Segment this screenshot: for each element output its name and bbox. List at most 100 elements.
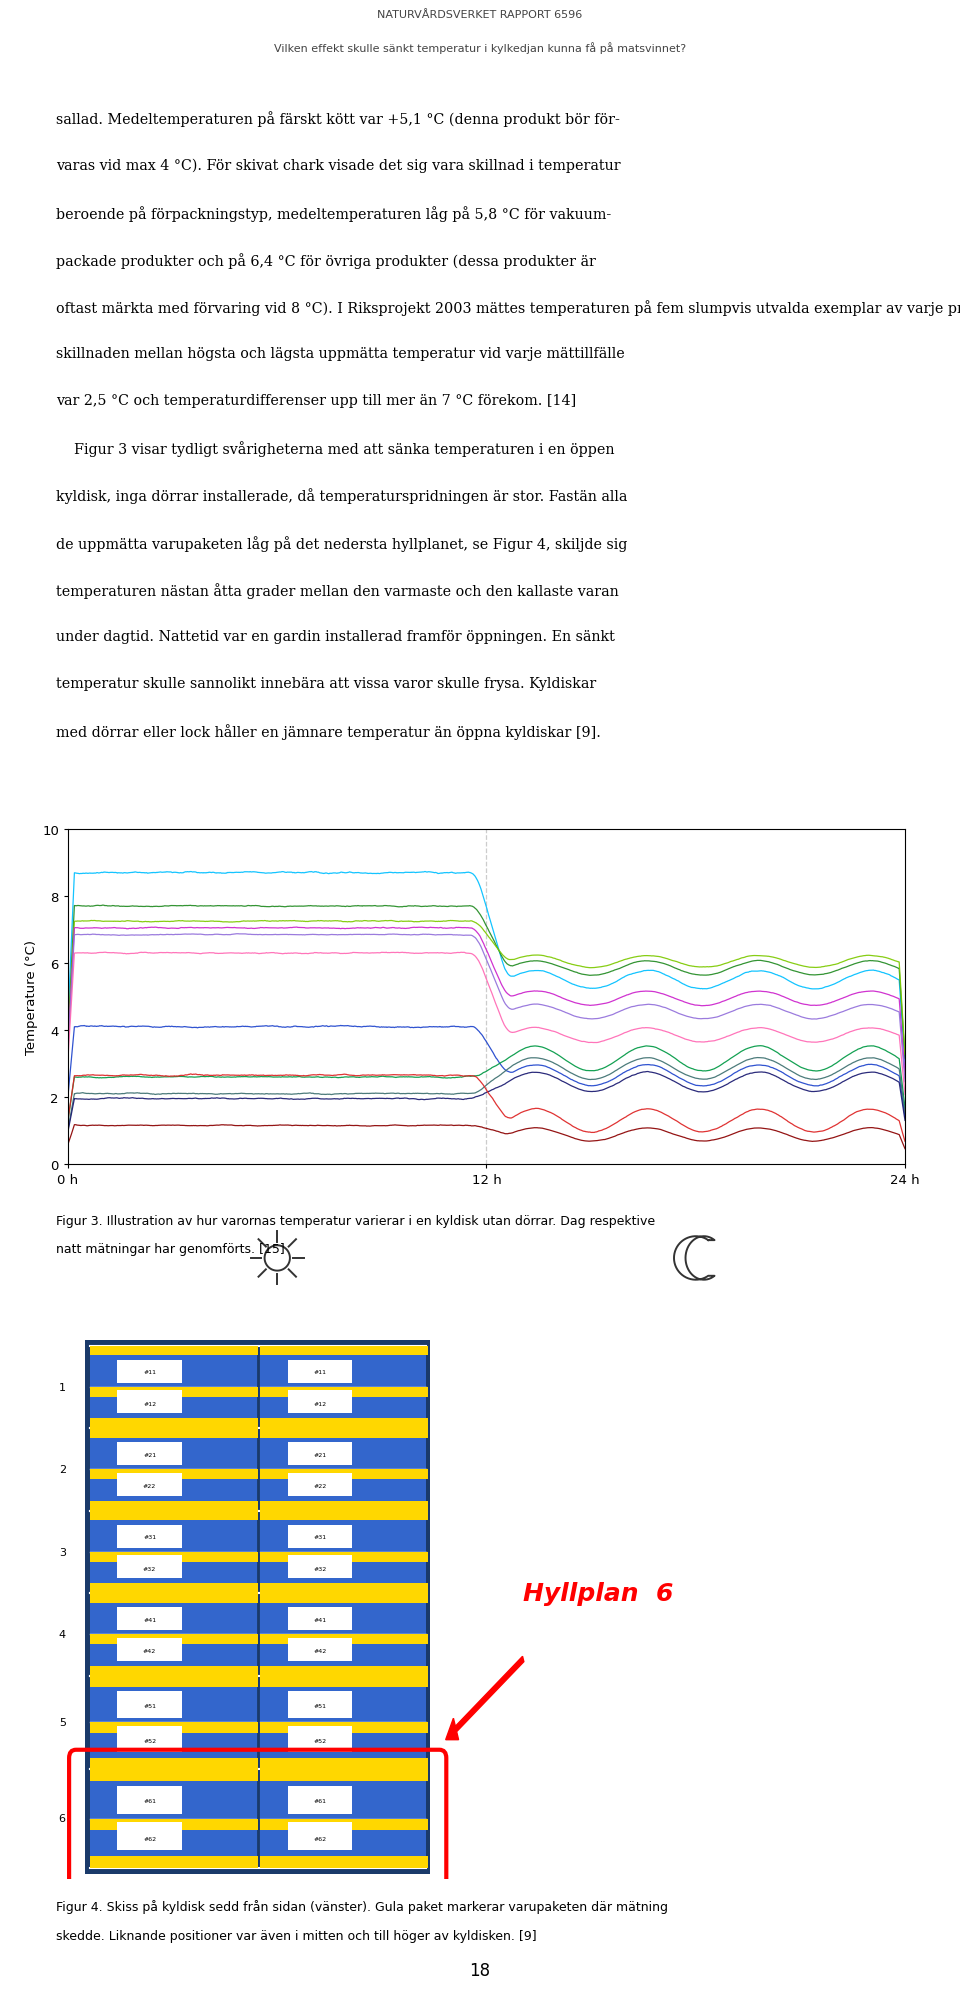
- Bar: [90, 1419, 257, 1429]
- Y-axis label: Temperature (°C): Temperature (°C): [25, 939, 38, 1055]
- Bar: [260, 1387, 428, 1397]
- Bar: [90, 1676, 425, 1768]
- Bar: [117, 1822, 181, 1850]
- Bar: [117, 1524, 181, 1548]
- Bar: [260, 1856, 428, 1868]
- Bar: [260, 1676, 428, 1686]
- Bar: [90, 1500, 257, 1510]
- Text: #42: #42: [143, 1648, 156, 1654]
- Bar: [117, 1606, 181, 1630]
- Text: #12: #12: [313, 1401, 326, 1407]
- Bar: [90, 1552, 257, 1562]
- Bar: [260, 1592, 428, 1602]
- Bar: [288, 1786, 352, 1814]
- Bar: [90, 1347, 425, 1868]
- Text: packade produkter och på 6,4 °C för övriga produkter (dessa produkter är: packade produkter och på 6,4 °C för övri…: [56, 254, 595, 268]
- Text: #31: #31: [313, 1534, 326, 1540]
- Text: sallad. Medeltemperaturen på färskt kött var +5,1 °C (denna produkt bör för-: sallad. Medeltemperaturen på färskt kött…: [56, 112, 619, 128]
- Bar: [90, 1768, 425, 1868]
- Bar: [260, 1818, 428, 1830]
- Bar: [260, 1469, 428, 1479]
- Text: 3: 3: [59, 1546, 65, 1556]
- Text: #11: #11: [143, 1371, 156, 1375]
- Bar: [90, 1387, 257, 1397]
- Bar: [117, 1361, 181, 1383]
- Bar: [90, 1510, 425, 1592]
- Text: #62: #62: [313, 1836, 326, 1840]
- Bar: [288, 1822, 352, 1850]
- Text: #52: #52: [313, 1738, 326, 1744]
- Bar: [260, 1634, 428, 1644]
- Bar: [260, 1758, 428, 1768]
- Bar: [90, 1856, 257, 1868]
- Text: #11: #11: [313, 1371, 326, 1375]
- Bar: [90, 1510, 257, 1520]
- Bar: [288, 1606, 352, 1630]
- Text: skedde. Liknande positioner var även i mitten och till höger av kyldisken. [9]: skedde. Liknande positioner var även i m…: [56, 1928, 537, 1942]
- Text: #32: #32: [313, 1566, 326, 1570]
- Text: temperatur skulle sannolikt innebära att vissa varor skulle frysa. Kyldiskar: temperatur skulle sannolikt innebära att…: [56, 677, 596, 691]
- Bar: [260, 1552, 428, 1562]
- Bar: [260, 1469, 428, 1479]
- Bar: [260, 1582, 428, 1592]
- Bar: [260, 1429, 428, 1439]
- Text: beroende på förpackningstyp, medeltemperaturen låg på 5,8 °C för vakuum-: beroende på förpackningstyp, medeltemper…: [56, 206, 611, 222]
- Text: Figur 3 visar tydligt svårigheterna med att sänka temperaturen i en öppen: Figur 3 visar tydligt svårigheterna med …: [56, 442, 614, 458]
- Text: #22: #22: [313, 1483, 326, 1489]
- Text: var 2,5 °C och temperaturdifferenser upp till mer än 7 °C förekom. [14]: var 2,5 °C och temperaturdifferenser upp…: [56, 394, 576, 408]
- Bar: [260, 1634, 428, 1644]
- Bar: [288, 1443, 352, 1465]
- Text: under dagtid. Nattetid var en gardin installerad framför öppningen. En sänkt: under dagtid. Nattetid var en gardin ins…: [56, 629, 614, 643]
- Bar: [288, 1638, 352, 1660]
- Bar: [90, 1666, 257, 1676]
- Bar: [117, 1692, 181, 1718]
- Text: NATURVÅRDSVERKET RAPPORT 6596: NATURVÅRDSVERKET RAPPORT 6596: [377, 10, 583, 20]
- Bar: [260, 1387, 428, 1397]
- Text: #22: #22: [143, 1483, 156, 1489]
- Text: #51: #51: [143, 1702, 156, 1708]
- Bar: [90, 1592, 257, 1602]
- Bar: [90, 1552, 257, 1562]
- Bar: [288, 1692, 352, 1718]
- Text: 4: 4: [59, 1630, 66, 1640]
- Bar: [260, 1666, 428, 1676]
- Text: #32: #32: [143, 1566, 156, 1570]
- Bar: [288, 1726, 352, 1752]
- Bar: [260, 1500, 428, 1510]
- Bar: [288, 1524, 352, 1548]
- Bar: [90, 1592, 425, 1676]
- Bar: [90, 1818, 257, 1830]
- Text: #42: #42: [313, 1648, 326, 1654]
- Text: Hyllplan  6: Hyllplan 6: [523, 1580, 674, 1604]
- Bar: [90, 1676, 257, 1686]
- Text: 1: 1: [59, 1383, 65, 1393]
- Bar: [90, 1469, 257, 1479]
- Bar: [288, 1361, 352, 1383]
- Text: kyldisk, inga dörrar installerade, då temperaturspridningen är stor. Fastän alla: kyldisk, inga dörrar installerade, då te…: [56, 488, 627, 503]
- Bar: [117, 1473, 181, 1497]
- Text: Figur 4. Skiss på kyldisk sedd från sidan (vänster). Gula paket markerar varupak: Figur 4. Skiss på kyldisk sedd från sida…: [56, 1898, 667, 1912]
- Bar: [90, 1347, 257, 1357]
- Text: #62: #62: [143, 1836, 156, 1840]
- Text: oftast märkta med förvaring vid 8 °C). I Riksprojekt 2003 mättes temperaturen på: oftast märkta med förvaring vid 8 °C). I…: [56, 300, 960, 316]
- Bar: [90, 1429, 257, 1439]
- Bar: [260, 1347, 428, 1357]
- Bar: [260, 1419, 428, 1429]
- Text: 18: 18: [469, 1960, 491, 1980]
- Bar: [288, 1473, 352, 1497]
- Bar: [260, 1818, 428, 1830]
- Text: #61: #61: [143, 1798, 156, 1804]
- Bar: [90, 1758, 257, 1768]
- Text: 6: 6: [59, 1814, 65, 1824]
- Text: #21: #21: [143, 1453, 156, 1457]
- Bar: [90, 1387, 257, 1397]
- Bar: [117, 1443, 181, 1465]
- Text: #21: #21: [313, 1453, 326, 1457]
- Text: #12: #12: [143, 1401, 156, 1407]
- Text: Figur 3. Illustration av hur varornas temperatur varierar i en kyldisk utan dörr: Figur 3. Illustration av hur varornas te…: [56, 1215, 655, 1227]
- Bar: [117, 1554, 181, 1578]
- Text: #51: #51: [313, 1702, 326, 1708]
- Bar: [90, 1768, 257, 1780]
- Bar: [90, 1634, 257, 1644]
- Bar: [90, 1634, 257, 1644]
